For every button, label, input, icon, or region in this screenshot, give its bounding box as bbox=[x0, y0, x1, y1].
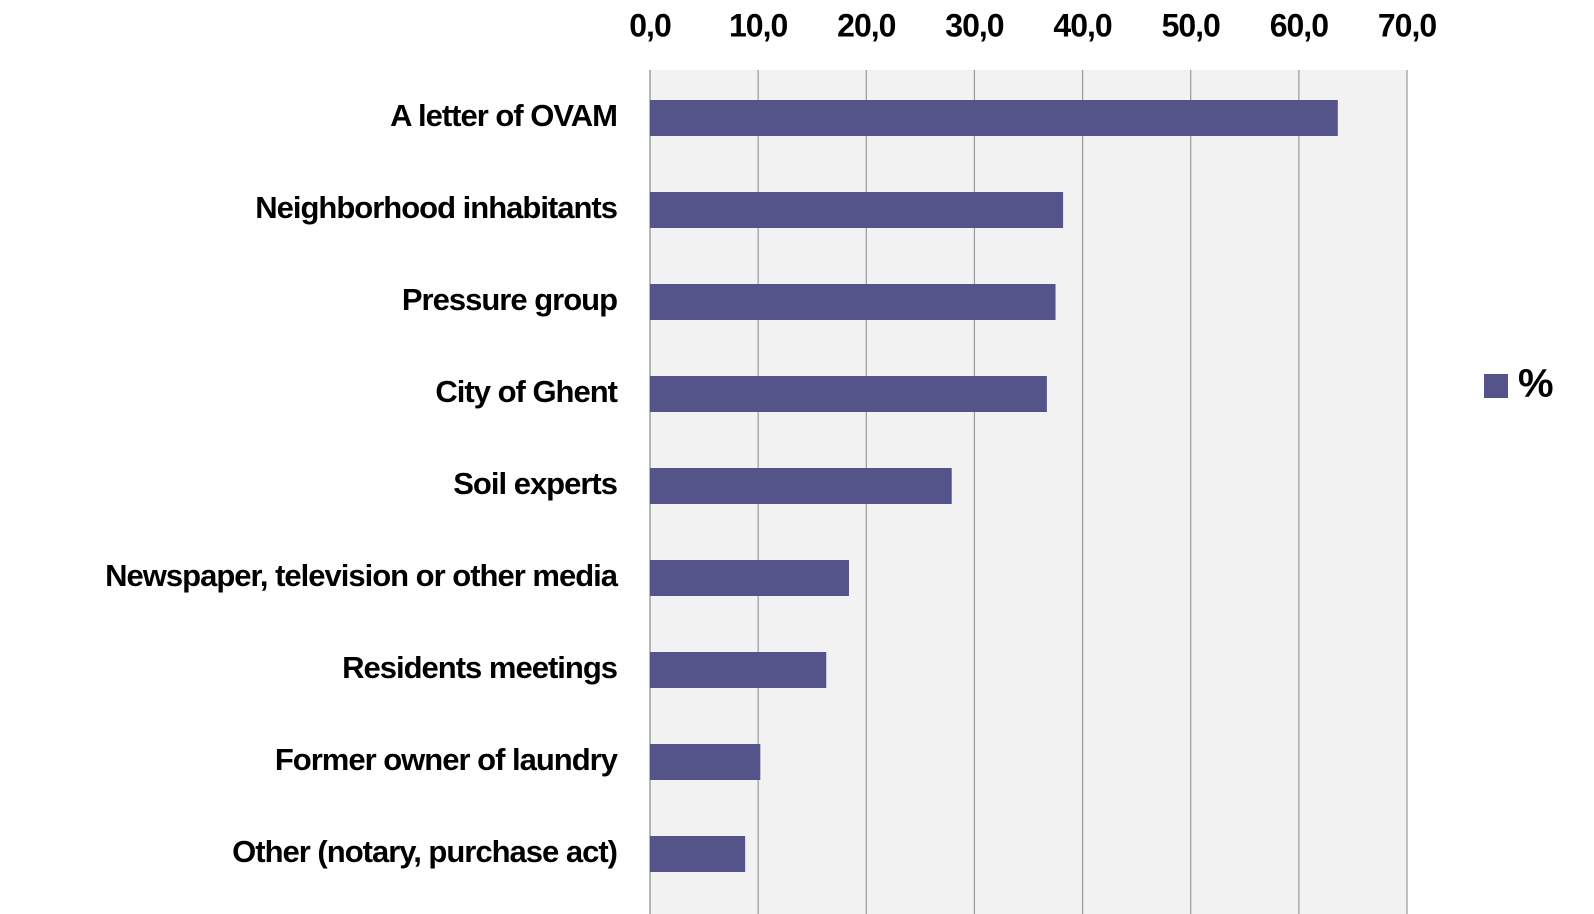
legend-label: % bbox=[1518, 362, 1553, 406]
bar bbox=[650, 284, 1056, 320]
y-tick-label: City of Ghent bbox=[435, 374, 617, 409]
x-tick-label: 70,0 bbox=[1378, 7, 1436, 43]
y-tick-label: Soil experts bbox=[453, 466, 617, 501]
bar bbox=[650, 468, 952, 504]
x-tick-label: 20,0 bbox=[837, 7, 895, 43]
y-tick-label: Former owner of laundry bbox=[275, 742, 619, 777]
x-tick-label: 50,0 bbox=[1162, 7, 1220, 43]
y-tick-label: A letter of OVAM bbox=[390, 98, 617, 133]
bar bbox=[650, 744, 761, 780]
x-tick-label: 30,0 bbox=[945, 7, 1003, 43]
y-tick-label: Pressure group bbox=[402, 282, 617, 317]
legend-swatch bbox=[1484, 374, 1508, 398]
x-tick-label: 0,0 bbox=[629, 7, 671, 43]
bar bbox=[650, 560, 849, 596]
y-tick-label: Newspaper, television or other media bbox=[105, 558, 619, 593]
bar bbox=[650, 100, 1338, 136]
y-tick-label: Residents meetings bbox=[342, 650, 617, 685]
bar bbox=[650, 376, 1047, 412]
y-tick-label: Other (notary, purchase act) bbox=[232, 834, 617, 869]
y-tick-label: Neighborhood inhabitants bbox=[255, 190, 617, 225]
bar bbox=[650, 192, 1064, 228]
x-tick-label: 60,0 bbox=[1270, 7, 1328, 43]
bar bbox=[650, 836, 746, 872]
x-tick-label: 40,0 bbox=[1053, 7, 1111, 43]
bar bbox=[650, 652, 827, 688]
x-tick-label: 10,0 bbox=[729, 7, 787, 43]
